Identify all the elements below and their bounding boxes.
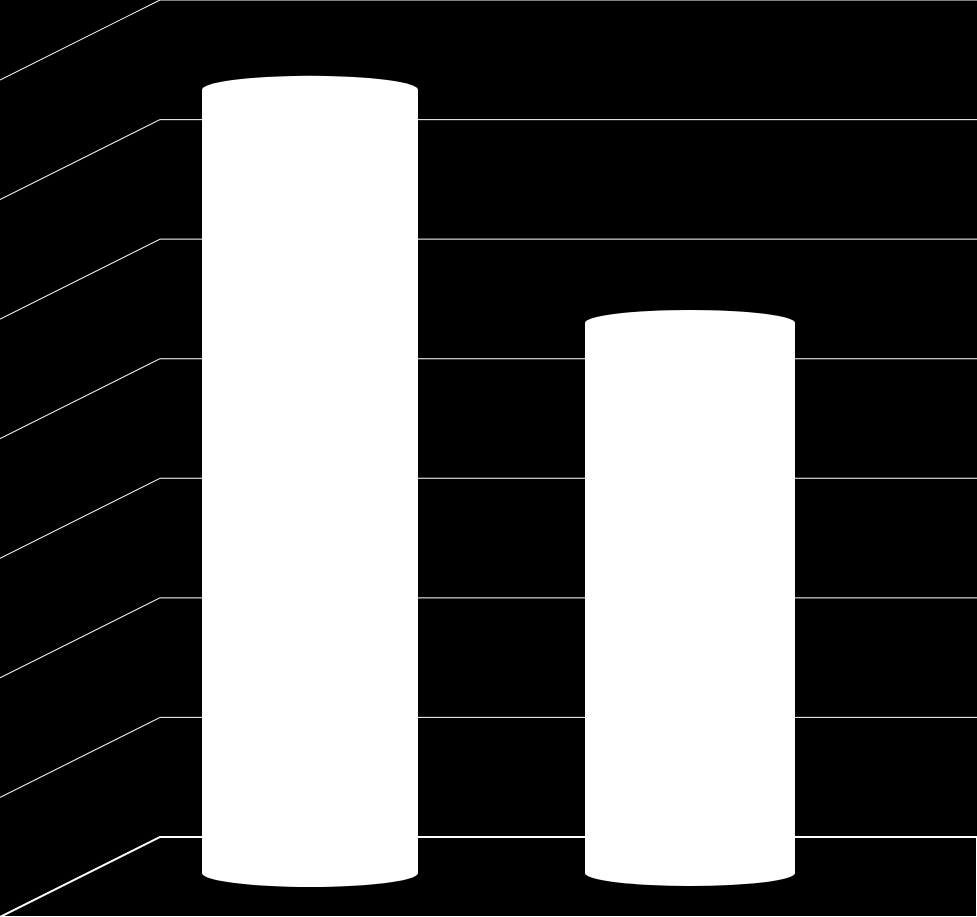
chart-background: [0, 0, 977, 917]
bar-0: [202, 76, 418, 887]
cylinder-bar-chart: [0, 0, 977, 917]
bar-1: [585, 310, 795, 886]
chart-floor: [0, 837, 977, 917]
